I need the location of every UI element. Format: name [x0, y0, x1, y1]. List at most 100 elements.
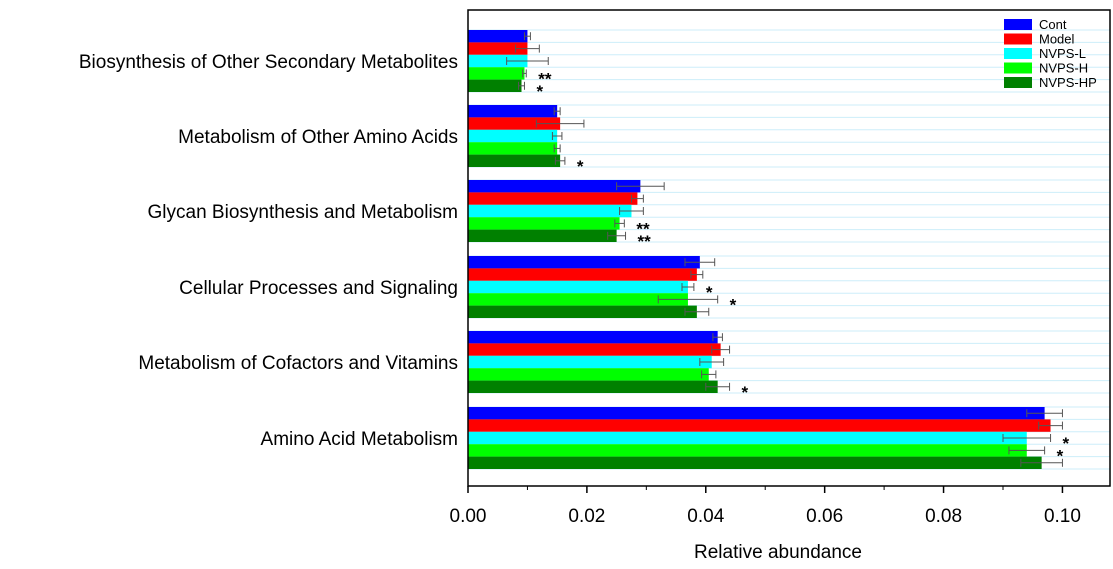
bar [468, 268, 697, 281]
bar [468, 154, 561, 167]
error-bar [515, 44, 540, 53]
bar [468, 142, 558, 155]
error-bar [535, 119, 585, 128]
significance-mark: * [1057, 446, 1064, 465]
error-bar [523, 32, 531, 41]
legend-label: NVPS-HP [1039, 75, 1097, 90]
legend-swatch [1004, 77, 1032, 88]
bars [468, 30, 1051, 469]
category-label: Biosynthesis of Other Secondary Metaboli… [79, 52, 458, 73]
legend-swatch [1004, 19, 1032, 30]
significance-mark: ** [636, 219, 650, 238]
error-bar [705, 382, 731, 391]
category-label: Metabolism of Other Amino Acids [178, 127, 458, 148]
error-bar [1002, 434, 1052, 442]
plot-frame [467, 9, 1111, 487]
significance-mark: ** [538, 69, 552, 88]
x-tick-label: 0.06 [806, 506, 843, 527]
significance-mark: * [706, 283, 713, 302]
error-bar [699, 358, 725, 366]
error-bar [522, 69, 527, 78]
bar [468, 105, 558, 118]
bar [468, 355, 712, 369]
x-tick-label: 0.10 [1044, 506, 1081, 527]
significance-marks: ************* [536, 69, 1069, 465]
bar [468, 280, 688, 294]
error-bar [614, 219, 625, 228]
category-label: Amino Acid Metabolism [261, 429, 458, 450]
bar [468, 305, 697, 318]
x-axis: 0.00 0.02 0.04 0.06 0.08 0.10 [450, 486, 1081, 527]
x-tick-label: 0.04 [687, 506, 724, 527]
significance-mark: * [730, 295, 737, 314]
error-bar [630, 194, 644, 203]
category-label: Cellular Processes and Signaling [179, 278, 458, 299]
bar [468, 30, 528, 43]
bar [468, 129, 558, 143]
bar [468, 204, 632, 218]
error-bar [518, 81, 525, 90]
error-bar [553, 107, 561, 116]
bar [468, 192, 638, 205]
legend-swatch [1004, 62, 1032, 74]
bar [468, 368, 709, 381]
bar [468, 343, 721, 356]
bar [468, 117, 561, 130]
error-bar [1020, 458, 1063, 467]
significance-mark: * [742, 383, 749, 402]
error-bar [711, 345, 731, 354]
bar [468, 180, 641, 193]
x-tick-label: 0.00 [450, 506, 487, 527]
legend-swatch [1004, 33, 1032, 45]
bar [468, 456, 1042, 469]
error-bar [1008, 446, 1046, 455]
error-bar [712, 333, 723, 342]
category-label: Glycan Biosynthesis and Metabolism [148, 202, 458, 223]
significance-mark: * [577, 157, 584, 176]
x-axis-label: Relative abundance [694, 542, 862, 563]
error-bar [506, 57, 549, 65]
category-labels: Biosynthesis of Other Secondary Metaboli… [79, 52, 458, 450]
legend-label: NVPS-H [1039, 61, 1088, 76]
bar [468, 407, 1045, 420]
category-label: Metabolism of Cofactors and Vitamins [138, 353, 458, 374]
bar [468, 293, 688, 306]
bar [468, 444, 1027, 457]
error-bar [553, 144, 561, 153]
bar [468, 380, 718, 393]
error-bar [681, 283, 695, 291]
error-bar [701, 370, 717, 379]
bar [468, 79, 522, 92]
error-bar [616, 182, 665, 191]
bar [468, 431, 1027, 445]
bar [468, 331, 718, 344]
significance-mark: * [536, 82, 543, 101]
error-bar [1026, 409, 1063, 418]
error-bar [551, 132, 563, 140]
x-tick-label: 0.02 [568, 506, 605, 527]
bar [468, 217, 620, 230]
bar [468, 419, 1051, 432]
significance-mark: ** [638, 232, 652, 251]
error-bar [554, 156, 566, 165]
error-bar [684, 307, 710, 316]
bar [468, 229, 617, 242]
error-bar [690, 270, 704, 279]
legend-label: NVPS-L [1039, 46, 1086, 61]
bar [468, 42, 528, 55]
bar [468, 256, 700, 269]
error-bar [607, 231, 627, 240]
error-bars [506, 32, 1063, 467]
error-bar [657, 295, 719, 304]
error-bar [684, 258, 716, 267]
legend-swatch [1004, 48, 1032, 59]
bar [468, 67, 525, 80]
category-bands [468, 29, 1110, 470]
error-bar [1038, 421, 1063, 430]
significance-mark: * [1063, 434, 1070, 453]
legend-label: Model [1039, 32, 1075, 47]
bar [468, 54, 528, 68]
error-bar [619, 207, 644, 215]
